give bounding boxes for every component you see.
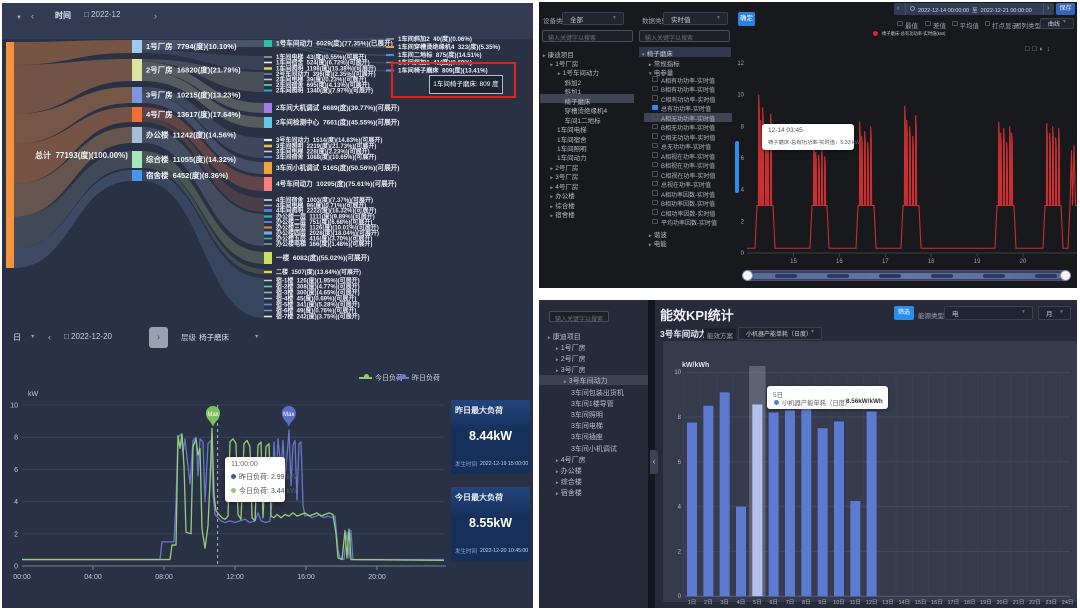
svg-text:1车间电梯 43(度)(0.55%)(可展开): 1车间电梯 43(度)(0.55%)(可展开) — [276, 53, 366, 61]
svg-text:1号车间动力 6029(度)(77.35%)(已展开): 1号车间动力 6029(度)(77.35%)(已展开) — [276, 39, 393, 48]
svg-text:2车间宿舍 695(度)(4.13%)(可展开): 2车间宿舍 695(度)(4.13%)(可展开) — [276, 81, 370, 89]
svg-text:3车间宿舍 1088(度)(10.65%)(可展开): 3车间宿舍 1088(度)(10.65%)(可展开) — [276, 153, 376, 161]
svg-text:2车间照明 1340(度)(7.97%)(可展开): 2车间照明 1340(度)(7.97%)(可展开) — [276, 87, 373, 95]
svg-text:4车间照明 2222(度)(16.32%)(可展开): 4车间照明 2222(度)(16.32%)(可展开) — [276, 207, 376, 215]
svg-text:3车间照明 2219(度)(21.73%)(可展开): 3车间照明 2219(度)(21.73%)(可展开) — [276, 142, 376, 150]
svg-text:宿-1楼 126(度)(1.95%)(可展开): 宿-1楼 126(度)(1.95%)(可展开) — [276, 277, 360, 285]
svg-text:1车间照明 1198(度)(15.38%)(可展开): 1车间照明 1198(度)(15.38%)(可展开) — [276, 65, 376, 73]
svg-text:宿舍楼 6452(度)(8.36%): 宿舍楼 6452(度)(8.36%) — [146, 170, 229, 180]
svg-text:2号厂房 16820(度)(21.79%): 2号厂房 16820(度)(21.79%) — [146, 65, 241, 75]
svg-text:4号车间动力 10295(度)(75.61%)(可展开): 4号车间动力 10295(度)(75.61%)(可展开) — [276, 179, 397, 188]
svg-text:2车间大机调试 6689(度)(39.77%)(可展开): 2车间大机调试 6689(度)(39.77%)(可展开) — [276, 103, 399, 112]
svg-text:1号厂房 7794(度)(10.10%): 1号厂房 7794(度)(10.10%) — [146, 41, 237, 51]
svg-text:3车间小机调试 5165(度)(50.56%)(可展开): 3车间小机调试 5165(度)(50.56%)(可展开) — [276, 163, 399, 172]
svg-text:1车间斜加2 40(度)(0.06%): 1车间斜加2 40(度)(0.06%) — [398, 35, 472, 43]
svg-text:1车间穿槽烫绝缘机4 323(度)(5.35%): 1车间穿槽烫绝缘机4 323(度)(5.35%) — [398, 43, 500, 51]
svg-text:二楼 1507(度)(13.64%)(可展开): 二楼 1507(度)(13.64%)(可展开) — [276, 268, 361, 276]
svg-text:综合楼 11055(度)(14.32%): 综合楼 11055(度)(14.32%) — [146, 154, 237, 164]
svg-text:4号厂房 13617(度)(17.64%): 4号厂房 13617(度)(17.64%) — [146, 109, 241, 119]
svg-text:4车间电梯 96(度)(0.71%)(可展开): 4车间电梯 96(度)(0.71%)(可展开) — [276, 202, 366, 210]
svg-text:办公楼二层 751(度)(6.68%)(可展开): 办公楼二层 751(度)(6.68%)(可展开) — [276, 218, 372, 226]
svg-text:2车间电梯 39(度)(0.23%)(可展开): 2车间电梯 39(度)(0.23%)(可展开) — [276, 76, 366, 84]
svg-text:4车间宿舍 1003(度)(7.37%)(可展开): 4车间宿舍 1003(度)(7.37%)(可展开) — [276, 196, 373, 204]
svg-text:总计 77193(度)(100.00%): 总计 77193(度)(100.00%) — [35, 150, 128, 160]
svg-text:办公楼五层 416(度)(3.70%)(可展开): 办公楼五层 416(度)(3.70%)(可展开) — [276, 235, 372, 243]
svg-text:2车间检测中心 7661(度)(45.55%)(可展开): 2车间检测中心 7661(度)(45.55%)(可展开) — [276, 118, 399, 127]
svg-text:1车间二地标 875(度)(14.51%): 1车间二地标 875(度)(14.51%) — [398, 51, 482, 59]
svg-text:宿-6楼 49(度)(0.76%)(可展开): 宿-6楼 49(度)(0.76%)(可展开) — [276, 307, 356, 315]
svg-text:3号车间动力 1514(度)(14.83%)(可展开): 3号车间动力 1514(度)(14.83%)(可展开) — [276, 136, 382, 144]
svg-text:宿-3楼 300(度)(4.65%)(可展开): 宿-3楼 300(度)(4.65%)(可展开) — [276, 289, 360, 297]
svg-text:3号厂房 10215(度)(13.23%): 3号厂房 10215(度)(13.23%) — [146, 90, 241, 100]
svg-text:宿-2楼 308(度)(4.77%)(可展开): 宿-2楼 308(度)(4.77%)(可展开) — [276, 283, 360, 291]
svg-text:2号车间动力 396(度)(2.35%)(可展开): 2号车间动力 396(度)(2.35%)(可展开) — [276, 70, 376, 78]
svg-text:宿-7楼 242(度)(3.75%)(可展开): 宿-7楼 242(度)(3.75%)(可展开) — [276, 313, 360, 321]
svg-text:宿-4楼 45(度)(0.69%)(可展开): 宿-4楼 45(度)(0.69%)(可展开) — [276, 295, 356, 303]
svg-text:一楼 6082(度)(55.02%)(可展开): 一楼 6082(度)(55.02%)(可展开) — [276, 253, 369, 262]
svg-text:1车间宿舍 524(度)(6.72%)(可展开): 1车间宿舍 524(度)(6.72%)(可展开) — [276, 59, 370, 67]
svg-text:办公楼四层 2028(度)(18.04%)(可展开): 办公楼四层 2028(度)(18.04%)(可展开) — [276, 229, 379, 237]
svg-text:办公楼三层 1126(度)(10.01%)(可展开): 办公楼三层 1126(度)(10.01%)(可展开) — [276, 224, 379, 232]
svg-text:1车间椅子磨床 809(度)(13.41%): 1车间椅子磨床 809(度)(13.41%) — [398, 67, 488, 75]
svg-text:办公楼 11242(度)(14.56%): 办公楼 11242(度)(14.56%) — [146, 130, 237, 140]
svg-text:3车间电梯 228(度)(2.23%)(可展开): 3车间电梯 228(度)(2.23%)(可展开) — [276, 148, 370, 156]
svg-text:宿-5楼 341(度)(5.28%)(可展开): 宿-5楼 341(度)(5.28%)(可展开) — [276, 301, 360, 309]
svg-text:办公楼电梯 166(度)(1.48%)(可展开): 办公楼电梯 166(度)(1.48%)(可展开) — [276, 240, 372, 248]
svg-text:办公楼一层 1111(度)(9.89%)(可展开): 办公楼一层 1111(度)(9.89%)(可展开) — [276, 213, 375, 221]
